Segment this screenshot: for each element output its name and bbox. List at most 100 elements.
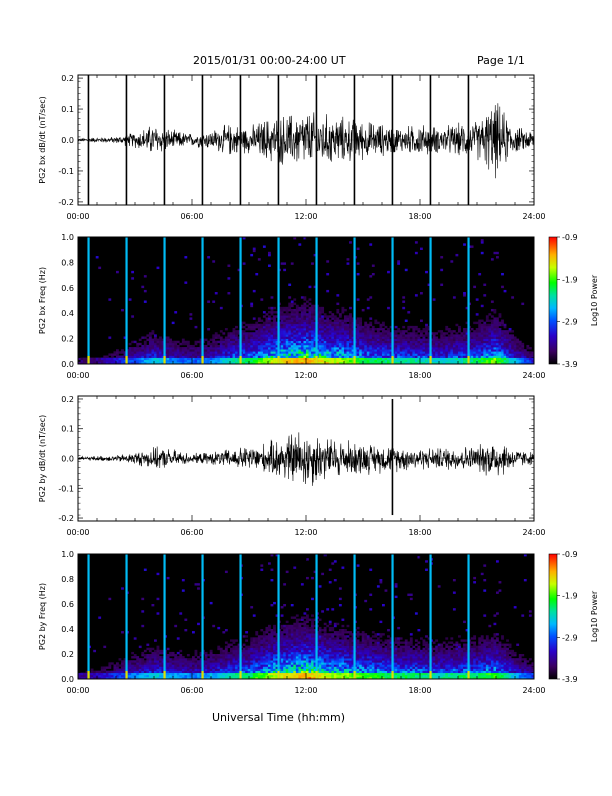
spectrogram-cell: [433, 347, 436, 349]
spectrogram-cell: [296, 614, 299, 616]
spectrogram-cell: [263, 662, 266, 664]
spectrogram-cell: [139, 660, 142, 662]
spectrogram-cell: [260, 660, 263, 662]
spectrogram-cell: [129, 360, 132, 362]
spectrogram-cell: [119, 356, 122, 358]
spectrogram-cell: [296, 619, 299, 621]
y-tick-label: 0.1: [61, 425, 74, 434]
spectrogram-cell: [286, 654, 289, 656]
spectrogram-cell: [291, 604, 294, 606]
spectrogram-cell: [417, 336, 420, 338]
spectrogram-cell: [440, 351, 443, 353]
spectrogram-cell: [445, 343, 448, 345]
spectrogram-cell: [212, 356, 215, 358]
spectrogram-cell: [420, 332, 423, 334]
spectrogram-cell: [268, 639, 271, 641]
spectrogram-cell: [179, 658, 182, 660]
spectrogram-cell: [476, 339, 479, 341]
spectrogram-cell: [476, 336, 479, 338]
spectrogram-cell: [141, 654, 144, 656]
spectrogram-cell: [374, 360, 377, 362]
spectrogram-cell: [306, 336, 309, 338]
spectrogram-cell: [146, 669, 149, 671]
spectrogram-cell: [303, 334, 306, 336]
spectrogram-cell: [298, 309, 301, 311]
spectrogram-cell: [195, 347, 198, 349]
spectrogram-cell: [336, 324, 339, 326]
spectrogram-cell: [245, 360, 248, 362]
spectrogram-cell: [387, 271, 390, 273]
spectrogram-cell: [461, 343, 464, 345]
spectrogram-cell: [296, 623, 299, 625]
spectrogram-cell: [195, 669, 198, 671]
spectrogram-cell: [369, 334, 372, 336]
spectrogram-cell: [205, 351, 208, 353]
spectrogram-cell: [296, 332, 299, 334]
spectrogram-cell: [336, 360, 339, 362]
spectrogram-cell: [455, 343, 458, 345]
spectrogram-cell: [344, 356, 347, 358]
spectrogram-cell: [248, 660, 251, 662]
spectrogram-cell: [374, 351, 377, 353]
spectrogram-cell: [189, 660, 192, 662]
spectrogram-cell: [273, 347, 276, 349]
spectrogram-cell: [336, 347, 339, 349]
spectrogram-cell: [174, 353, 177, 355]
spectrogram-cell: [349, 332, 352, 334]
spectrogram-cell: [225, 671, 228, 673]
spectrogram-cell: [377, 330, 380, 332]
spectrogram-cell: [260, 345, 263, 347]
spectrogram-cell: [511, 358, 514, 360]
spectrogram-cell: [258, 675, 261, 677]
spectrogram-cell: [286, 336, 289, 338]
spectrogram-cell: [499, 347, 502, 349]
spectrogram-cell: [357, 317, 360, 319]
spectrogram-cell: [139, 349, 142, 351]
spectrogram-cell: [119, 664, 122, 666]
spectrogram-cell: [336, 332, 339, 334]
spectrogram-cell: [286, 571, 289, 573]
spectrogram-cell: [220, 341, 223, 343]
spectrogram-cell: [326, 320, 329, 322]
spectrogram-cell: [212, 656, 215, 658]
spectrogram-cell: [319, 356, 322, 358]
spectrogram-cell: [260, 658, 263, 660]
spectrogram-cell: [192, 671, 195, 673]
spectrogram-cell: [151, 358, 154, 360]
spectrogram-cell: [149, 675, 152, 677]
spectrogram-cell: [417, 330, 420, 332]
spectrogram-cell: [220, 658, 223, 660]
spectrogram-cell: [369, 275, 372, 277]
spectrogram-cell: [349, 339, 352, 341]
spectrogram-cell: [303, 315, 306, 317]
spectrogram-cell: [179, 351, 182, 353]
y-tick-label: 0.0: [61, 455, 74, 464]
spectrogram-cell: [141, 349, 144, 351]
spectrogram-cell: [521, 356, 524, 358]
spectrogram-cell: [412, 343, 415, 345]
spectrogram-cell: [524, 358, 527, 360]
spectrogram-cell: [298, 625, 301, 627]
spectrogram-cell: [134, 671, 137, 673]
spectrogram-cell: [169, 669, 172, 671]
spectrogram-cell: [273, 637, 276, 639]
spectrogram-cell: [329, 332, 332, 334]
spectrogram-cell: [96, 671, 99, 673]
spectrogram-cell: [248, 339, 251, 341]
spectrogram-cell: [136, 675, 139, 677]
spectrogram-cell: [210, 671, 213, 673]
spectrogram-cell: [263, 658, 266, 660]
spectrogram-cell: [131, 349, 134, 351]
spectrogram-cell: [268, 347, 271, 349]
spectrogram-cell: [382, 330, 385, 332]
spectrogram-cell: [187, 351, 190, 353]
spectrogram-cell: [286, 322, 289, 324]
spectrogram-cell: [334, 332, 337, 334]
spectrogram-cell: [210, 356, 213, 358]
spectrogram-cell: [504, 360, 507, 362]
spectrogram-cell: [407, 353, 410, 355]
spectrogram-cell: [288, 625, 291, 627]
spectrogram-cell: [463, 294, 466, 296]
spectrogram-cell: [255, 345, 258, 347]
spectrogram-cell: [101, 667, 104, 669]
